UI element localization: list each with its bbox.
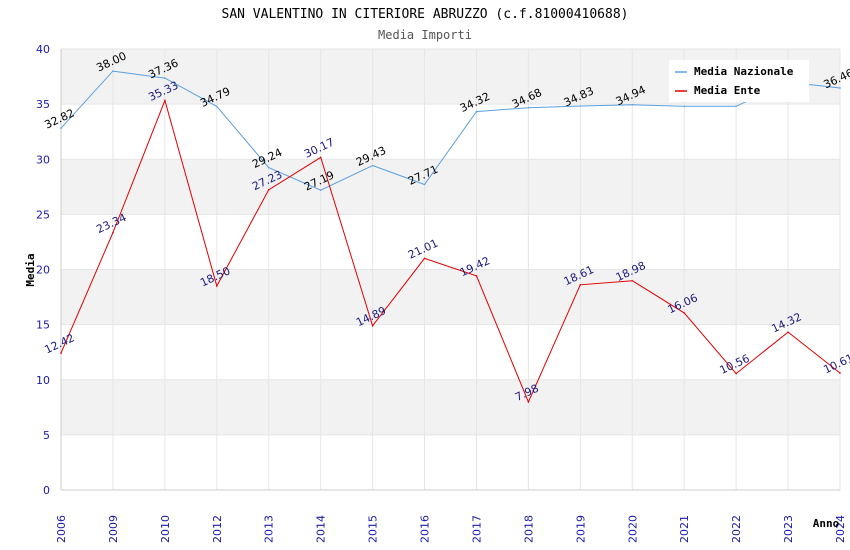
y-tick-label: 40: [36, 43, 50, 56]
y-axis-label: Media: [24, 253, 37, 286]
x-tick-label: 2020: [626, 515, 639, 543]
band-10: [61, 324, 840, 380]
y-tick-label: 30: [36, 153, 50, 166]
x-tick-label: 2023: [782, 515, 795, 543]
data-point-media-nazionale: [319, 189, 322, 192]
x-tick-label: 2015: [367, 515, 380, 543]
data-point-media-nazionale: [60, 127, 62, 129]
band-15: [61, 269, 840, 325]
legend: Media Nazionale Media Ente: [669, 60, 809, 102]
data-point-media-ente: [112, 231, 114, 234]
data-point-media-ente: [164, 99, 166, 102]
x-tick-label: 2021: [678, 515, 691, 543]
y-tick-label: 25: [36, 208, 50, 221]
band-0: [61, 434, 840, 490]
data-point-media-ente: [267, 188, 270, 191]
x-tick-label: 2017: [470, 515, 483, 543]
y-tick-label: 0: [43, 484, 50, 497]
y-tick-label: 35: [36, 98, 50, 111]
x-tick-label: 2009: [107, 515, 120, 543]
data-point-media-ente: [839, 372, 841, 374]
data-point-media-nazionale: [112, 70, 114, 72]
x-tick-label: 2018: [522, 515, 535, 543]
data-point-media-nazionale: [683, 105, 685, 108]
data-point-media-ente: [631, 279, 634, 282]
data-point-media-ente: [371, 325, 374, 327]
legend-label-media-nazionale: Media Nazionale: [694, 65, 794, 78]
data-point-media-nazionale: [735, 105, 737, 108]
data-point-media-nazionale: [579, 105, 582, 107]
x-tick-label: 2019: [574, 515, 587, 543]
chart-title: SAN VALENTINO IN CITERIORE ABRUZZO (c.f.…: [222, 7, 629, 22]
data-point-media-ente: [735, 372, 737, 375]
legend-box: [669, 60, 809, 102]
x-tick-label: 2024: [834, 515, 847, 543]
data-point-media-nazionale: [475, 110, 478, 113]
data-point-media-nazionale: [631, 103, 634, 106]
y-tick-label: 20: [36, 264, 50, 277]
series-line-media-nazionale: [60, 70, 841, 191]
data-point-media-ente: [787, 331, 789, 333]
band-25: [61, 159, 840, 215]
x-tick-labels: 2006 2009 2010 2012 2013 2014 2015 2016 2017 2018…: [55, 515, 847, 543]
band-30: [61, 104, 840, 160]
y-tick-label: 10: [36, 374, 50, 387]
data-point-media-ente: [579, 284, 582, 286]
data-point-media-ente: [527, 401, 530, 403]
y-tick-label: 15: [36, 319, 50, 332]
series-lines: [60, 70, 841, 404]
series-line-media-ente: [60, 98, 841, 404]
axes: [60, 49, 840, 491]
x-axis-label: Anno: [813, 517, 840, 530]
x-tick-label: 2013: [263, 515, 276, 543]
x-tick-label: 2014: [315, 515, 328, 543]
data-point-media-nazionale: [839, 87, 841, 89]
data-point-media-ente: [423, 257, 426, 260]
x-tick-label: 2010: [159, 515, 172, 543]
data-point-media-nazionale: [371, 164, 374, 167]
x-tick-label: 2022: [730, 515, 743, 543]
band-5: [61, 379, 840, 435]
x-tick-label: 2016: [419, 515, 432, 543]
x-tick-label: 2012: [211, 515, 224, 543]
data-point-media-nazionale: [267, 166, 270, 169]
band-20: [61, 214, 840, 270]
data-point-media-ente: [60, 352, 62, 354]
chart-subtitle: Media Importi: [378, 28, 472, 42]
y-tick-labels: 0 5 10 15 20 25 30 35 40: [36, 43, 50, 497]
data-point-media-nazionale: [164, 77, 166, 79]
data-point-media-nazionale: [216, 105, 218, 108]
data-point-media-nazionale: [423, 183, 426, 186]
data-point-media-ente: [683, 312, 685, 314]
x-tick-label: 2006: [55, 515, 68, 543]
data-point-media-ente: [216, 285, 218, 287]
data-point-media-ente: [475, 275, 478, 277]
y-tick-label: 5: [43, 429, 50, 442]
legend-label-media-ente: Media Ente: [694, 84, 761, 97]
background-bands: [61, 49, 840, 490]
data-point-media-ente: [319, 156, 322, 159]
data-point-media-nazionale: [527, 106, 530, 109]
